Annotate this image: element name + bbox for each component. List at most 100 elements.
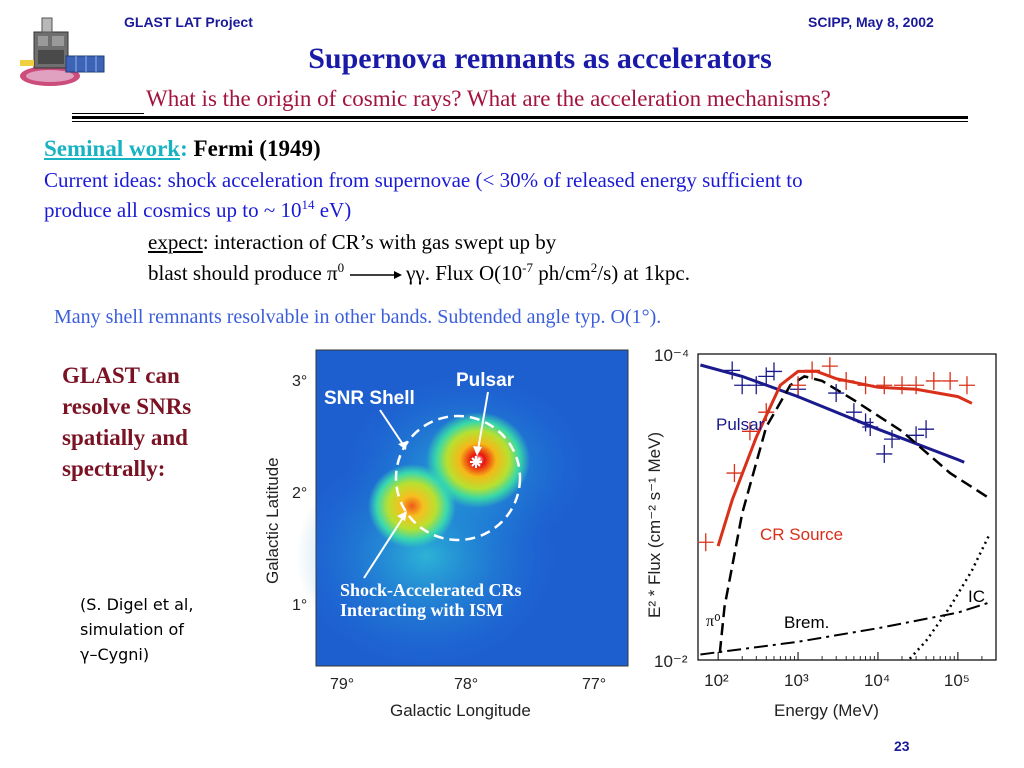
expect-line2-b: γγ. Flux O(10	[406, 261, 523, 285]
expect-line2-c: ph/cm	[532, 261, 591, 285]
cr-source-data-point-5	[804, 361, 821, 380]
shock-label-line-2: Interacting with ISM	[340, 600, 503, 620]
pulsar-data-point-1	[734, 376, 751, 395]
shock-hotspot	[368, 464, 456, 548]
map-x-tick-78: 78°	[454, 676, 478, 693]
snr-shell-label: SNR Shell	[324, 388, 415, 409]
map-x-axis-label: Galactic Longitude	[390, 701, 531, 720]
x-tick-label-0: 10²	[704, 671, 729, 690]
glast-can-resolve-text: GLAST can resolve SNRs spatially and spe…	[62, 363, 192, 481]
pi-zero-exponent: 0	[337, 260, 345, 275]
pulsar-data-point-7	[845, 403, 862, 422]
pulsar-data-point-8	[857, 413, 874, 432]
pi0-curve-label: π⁰	[706, 613, 721, 630]
map-y-axis-label: Galactic Latitude	[263, 457, 282, 584]
snr-sky-map: SNR Shell Pulsar Shock-Accelerated CRs I…	[256, 346, 636, 726]
cr-source-data-point-2	[741, 422, 758, 441]
citation-line-3: γ–Cygni)	[80, 645, 150, 664]
cr-source-data-point-12	[925, 371, 942, 390]
shock-arrow-line	[363, 515, 405, 579]
x-tick-label-3: 10⁵	[944, 671, 970, 690]
cr-source-data-point-10	[894, 376, 911, 395]
pulsar-label: Pulsar	[456, 370, 515, 391]
header-date: SCIPP, May 8, 2002	[808, 14, 934, 30]
expect-line1-rest: : interaction of CR’s with gas swept up …	[202, 230, 557, 254]
spectrum-svg: 10² 10³ 10⁴ 10⁵ 10⁻⁴ 10⁻² Pulsar CR Source Br…	[645, 346, 997, 720]
x-tick-label-1: 10³	[784, 671, 809, 690]
flux-exponent: -7	[522, 260, 533, 275]
series-line-4	[908, 533, 991, 660]
map-y-tick-3: 3°	[292, 373, 307, 390]
pulsar-data-point-10	[876, 444, 893, 463]
current-ideas-line-1: Current ideas: shock acceleration from s…	[44, 168, 803, 192]
spectrum-points-group	[697, 357, 975, 552]
citation-line-2: simulation of	[80, 620, 184, 639]
current-line2-unit: eV)	[314, 198, 352, 222]
map-y-tick-2: 2°	[292, 485, 307, 502]
cr-source-data-point-13	[942, 371, 959, 390]
brem-curve-label: Brem.	[784, 613, 829, 632]
shock-label-line-1: Shock-Accelerated CRs	[340, 580, 521, 600]
many-shell-remnants-line: Many shell remnants resolvable in other …	[54, 306, 662, 328]
cr-source-data-point-1	[726, 464, 743, 483]
cr-source-data-point-4	[790, 376, 807, 395]
ic-curve-label: IC	[968, 587, 985, 606]
map-y-tick-1: 1°	[292, 597, 307, 614]
seminal-work-value: Fermi (1949)	[187, 136, 321, 161]
map-x-tick-77: 77°	[582, 676, 606, 693]
title-underline-short	[72, 113, 144, 114]
sky-map-svg: SNR Shell Pulsar Shock-Accelerated CRs I…	[263, 349, 629, 720]
series-line-2	[718, 375, 991, 654]
y-tick-label-0: 10⁻⁴	[654, 346, 689, 365]
cr-source-data-point-11	[908, 376, 925, 395]
glast-satellite-logo	[20, 17, 105, 86]
citation: (S. Digel et al, simulation of γ–Cygni)	[80, 592, 260, 667]
pulsar-data-point-4	[765, 362, 782, 381]
shock-arrowhead	[397, 511, 407, 521]
seminal-work-label: Seminal work	[44, 136, 181, 161]
title-rule-thick	[72, 116, 968, 119]
expect-word: expect	[148, 230, 203, 254]
pulsar-arrowhead	[473, 446, 482, 456]
pulsar-curve-label: Pulsar	[716, 415, 765, 434]
expect-line2-d: /s) at 1kpc.	[597, 261, 690, 285]
slide-title: Supernova remnants as accelerators	[308, 42, 772, 75]
seminal-colon: :	[180, 136, 188, 161]
seminal-work-line: Seminal work: Fermi (1949)	[44, 136, 321, 162]
header-project: GLAST LAT Project	[124, 14, 253, 30]
cr-source-data-point-7	[838, 371, 855, 390]
pulsar-data-point-3	[758, 367, 775, 386]
pulsar-star-icon	[470, 456, 482, 468]
slide-subtitle: What is the origin of cosmic rays? What …	[146, 86, 831, 111]
snr-shell-arrow-line	[379, 409, 405, 447]
series-line-0	[700, 363, 965, 464]
pulsar-data-point-9	[862, 417, 879, 436]
pulsar-data-point-11	[884, 430, 901, 449]
current-line2-text: produce all cosmics up to ~ 10	[44, 198, 302, 222]
snr-shell-circle	[394, 414, 522, 542]
decay-arrow-icon	[350, 271, 403, 280]
expect-line-2: blast should produce π0 γγ. Flux O(10-7 p…	[148, 261, 690, 286]
title-rule-thin	[72, 121, 968, 122]
pulsar-data-point-13	[918, 420, 935, 439]
spectrum-ticks-group: 10² 10³ 10⁴ 10⁵ 10⁻⁴ 10⁻²	[654, 346, 997, 690]
cr-source-data-point-9	[876, 376, 893, 395]
y-tick-label-1: 10⁻²	[654, 652, 688, 671]
expect-line2-a: blast should produce π	[148, 261, 338, 285]
snr-shell-arrowhead	[398, 441, 407, 450]
spectrum-chart: 10² 10³ 10⁴ 10⁵ 10⁻⁴ 10⁻² Pulsar CR Source Br…	[638, 346, 1010, 726]
spectrum-x-axis-label: Energy (MeV)	[774, 701, 879, 720]
spectrum-y-axis-label: E² * Flux (cm⁻² s⁻¹ MeV)	[645, 432, 664, 618]
cm-exponent: 2	[590, 260, 598, 275]
citation-line-1: (S. Digel et al,	[80, 595, 194, 614]
cr-source-data-point-6	[821, 357, 838, 376]
pulsar-data-point-6	[828, 384, 845, 403]
pulsar-arrow-line	[477, 391, 489, 451]
pulsar-data-point-0	[724, 361, 741, 380]
series-line-1	[716, 369, 973, 547]
cr-source-data-point-3	[758, 403, 775, 422]
current-ideas-line-2: produce all cosmics up to ~ 1014 eV)	[44, 198, 351, 223]
spectrum-frame	[697, 353, 997, 661]
cr-source-data-point-0	[697, 533, 714, 552]
current-line2-exponent: 14	[301, 197, 315, 212]
